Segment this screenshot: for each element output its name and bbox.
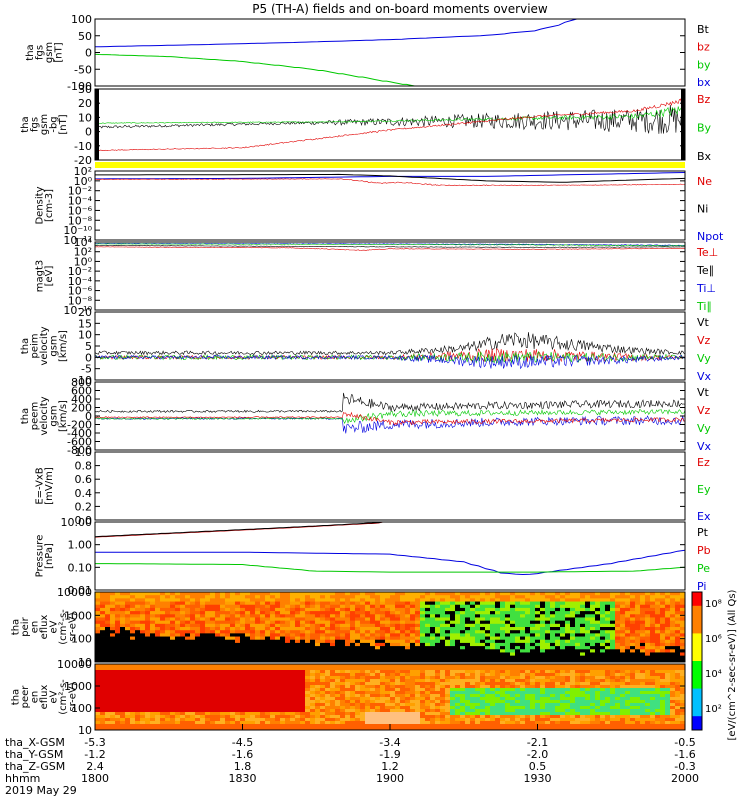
- legend-by: by: [697, 58, 711, 71]
- legend-Pb: Pb: [697, 544, 711, 557]
- y-axis-label: sr-eV): [68, 612, 79, 641]
- flag-bar: [95, 162, 685, 168]
- colorbar-tick-label: 10⁶: [705, 634, 722, 645]
- legend-bz: bz: [697, 41, 710, 54]
- panel-frame: [95, 242, 685, 310]
- legend-bx: bx: [697, 76, 711, 89]
- panel-10: 10000100010010thapeerenefluxeV(cm²-s-sr-…: [11, 658, 686, 737]
- legend-Te∥: Te∥: [696, 264, 714, 277]
- y-tick-label: 10.00: [61, 516, 93, 529]
- series-by: [95, 54, 415, 86]
- panel-9: 10000100010010thapeirenefluxeV(cm²-s-sr-…: [11, 586, 686, 669]
- y-axis-label: [eV]: [44, 266, 55, 287]
- series-Pt: [95, 522, 390, 537]
- series-Vt: [95, 332, 685, 354]
- legend-Ne: Ne: [697, 175, 712, 188]
- series-Pe: [95, 564, 685, 573]
- legend-Npot: Npot: [697, 230, 724, 243]
- x-tick-label: 2000: [671, 772, 699, 785]
- y-tick-label: 0: [85, 47, 92, 60]
- panel-4: 10⁴10²10⁰10⁻²10⁻⁴10⁻⁶10⁻⁸10⁻¹⁰magt3[eV]T…: [34, 236, 718, 317]
- legend-Ez: Ez: [697, 456, 710, 469]
- y-axis-label: [nT]: [58, 114, 69, 134]
- panel-frame: [95, 382, 685, 450]
- panel-6: 8006004002000-200-400-600-800thapeemvelo…: [20, 376, 712, 457]
- series-bx: [95, 19, 577, 47]
- y-tick-label: 0: [85, 126, 92, 139]
- legend-Vz: Vz: [697, 334, 711, 347]
- y-tick-label: 1.0: [75, 446, 93, 459]
- y-tick-label: 1.00: [68, 539, 93, 552]
- series-Pi: [95, 550, 685, 574]
- panel-5: 20151050-5-10thapeimvelocitygsm[km/s]VtV…: [20, 306, 712, 387]
- y-axis-label: [km/s]: [58, 330, 69, 362]
- legend-Vx: Vx: [697, 370, 712, 383]
- legend-Vt: Vt: [697, 386, 710, 399]
- panel-frame: [95, 452, 685, 520]
- legend-Vx: Vx: [697, 440, 712, 453]
- legend-By: By: [697, 122, 712, 135]
- y-axis-label: [km/s]: [58, 400, 69, 432]
- y-tick-label: 50: [78, 30, 92, 43]
- y-tick-label: 0.4: [75, 487, 93, 500]
- series-Vt: [95, 393, 685, 413]
- legend-Bx: Bx: [697, 150, 712, 163]
- legend-Bz: Bz: [697, 93, 711, 106]
- y-tick-label: 0.10: [68, 561, 93, 574]
- panel-frame: [95, 19, 685, 86]
- y-axis-label: [cm-3]: [44, 189, 55, 222]
- legend-Vy: Vy: [697, 422, 711, 435]
- legend-Ti∥: Ti∥: [696, 300, 712, 313]
- legend-Te⊥: Te⊥: [696, 246, 718, 259]
- x-tick-label: 1930: [524, 772, 552, 785]
- colorbar-tick-label: 10⁴: [705, 669, 722, 680]
- legend-Ey: Ey: [697, 483, 711, 496]
- series-Ne: [95, 179, 685, 186]
- y-tick-label: 0.2: [75, 500, 93, 513]
- x-tick-label: 1900: [376, 772, 404, 785]
- x-tick-label: 1800: [81, 772, 109, 785]
- y-tick-label: 30: [78, 83, 92, 96]
- colorbar-tick-label: 10⁸: [705, 599, 722, 610]
- colorbar-label: [eV/(cm^2-sec-sr-eV)] (All Qs): [727, 589, 738, 740]
- y-tick-label: 0.8: [75, 460, 93, 473]
- panel-frame: [95, 89, 685, 160]
- y-tick-label: 0.6: [75, 473, 93, 486]
- x-tick-label: 1830: [229, 772, 257, 785]
- legend-Ti⊥: Ti⊥: [696, 282, 716, 295]
- legend-Vt: Vt: [697, 316, 710, 329]
- y-tick-label: -50: [74, 63, 92, 76]
- legend-Vz: Vz: [697, 404, 711, 417]
- legend-Ex: Ex: [697, 510, 711, 523]
- y-tick-label: 10: [78, 111, 92, 124]
- legend-Pi: Pi: [697, 580, 706, 593]
- legend-Vy: Vy: [697, 352, 711, 365]
- y-axis-label: sr-eV): [68, 682, 79, 711]
- y-tick-label: 100: [71, 13, 92, 26]
- panel-frame: [95, 312, 685, 380]
- y-tick-label: 20: [78, 97, 92, 110]
- legend-Ni: Ni: [697, 203, 708, 216]
- legend-Pe: Pe: [697, 562, 710, 575]
- y-axis-label: [mV/m]: [44, 467, 55, 505]
- y-tick-label: 10000: [57, 586, 92, 599]
- time-axis-row-label: 2019 May 29: [5, 784, 77, 797]
- y-tick-label: 10000: [57, 658, 92, 671]
- panel-3: 10²10⁰10⁻²10⁻⁴10⁻⁶10⁻⁸10⁻¹⁰10⁻¹²Density[…: [34, 165, 724, 247]
- colorbar-tick-label: 10²: [705, 704, 722, 715]
- plot-title: P5 (TH-A) fields and on-board moments ov…: [252, 2, 548, 16]
- flag-edge: [681, 89, 685, 160]
- y-tick-label: -10: [74, 140, 92, 153]
- legend-Pt: Pt: [697, 526, 709, 539]
- legend-Bt: Bt: [697, 23, 710, 36]
- flag-edge: [95, 89, 99, 160]
- y-axis-label: [nPa]: [44, 543, 55, 569]
- y-axis-label: [nT]: [53, 42, 64, 62]
